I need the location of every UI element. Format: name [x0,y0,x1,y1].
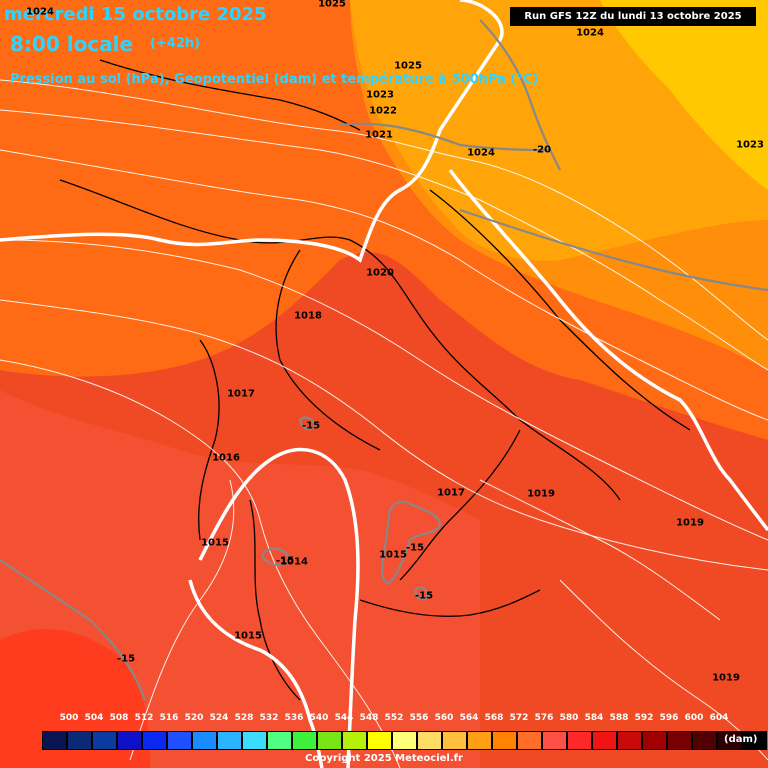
legend-tick: 572 [509,713,529,723]
legend-tick: 564 [459,713,479,723]
legend-swatch [217,731,242,750]
legend-unit: (dam) [724,734,758,745]
isobar-label: 1019 [676,517,704,529]
legend-tick: 596 [659,713,679,723]
isotherm-label: -15 [414,590,434,602]
legend-swatch [92,731,117,750]
isotherms [0,19,768,701]
legend-swatch [292,731,317,750]
isobar-label: 1014 [280,556,308,568]
legend-swatch [542,731,567,750]
legend-tick: 556 [409,713,429,723]
legend-swatch [267,731,292,750]
legend-swatch [667,731,692,750]
legend-tick: 568 [484,713,504,723]
isotherm-label: -15 [301,420,321,432]
legend-tick: 536 [284,713,304,723]
isobar-label: 1016 [212,452,240,464]
isobar-label: 1018 [294,310,322,322]
legend-tick: 528 [234,713,254,723]
color-legend: 500 504 508 512 516 520 524 528 532 536 540 544 548 5… [42,713,767,751]
legend-swatch [417,731,442,750]
legend-swatch [167,731,192,750]
legend-tick: 512 [134,713,154,723]
isobar-label: 1024 [26,6,54,18]
legend-swatch [367,731,392,750]
isobar-label: 1025 [318,0,346,10]
legend-swatch [242,731,267,750]
legend-tick: 580 [559,713,579,723]
legend-swatch [142,731,167,750]
legend-swatch [692,731,717,750]
isotherm-label: -15 [275,555,295,567]
legend-swatch [642,731,667,750]
legend-swatch [492,731,517,750]
isobar-label: 1019 [712,672,740,684]
legend-swatch [192,731,217,750]
isobar-label: 1020 [366,267,394,279]
legend-tick: 516 [159,713,179,723]
legend-tick: 548 [359,713,379,723]
isobar-label: 1021 [365,129,393,141]
legend-tick: 532 [259,713,279,723]
band-588 [600,0,768,190]
legend-tick: 584 [584,713,604,723]
isobar-label: 1015 [201,537,229,549]
coastlines [59,59,691,701]
isobar-label: 1019 [527,488,555,500]
isobar-label: 1025 [394,60,422,72]
forecast-local-time: 8:00 locale [10,32,134,56]
legend-swatch [317,731,342,750]
legend-tick: 520 [184,713,204,723]
isobar-label: 1023 [366,89,394,101]
copyright-notice: Copyright 2025 Meteociel.fr [305,753,463,764]
run-info-badge: Run GFS 12Z du lundi 13 octobre 2025 [510,7,756,26]
isobar-label: 1017 [437,487,465,499]
legend-swatch [342,731,367,750]
legend-tick: 524 [209,713,229,723]
legend-tick: 540 [309,713,329,723]
legend-swatch [617,731,642,750]
legend-tick: 604 [709,713,729,723]
legend-swatch [517,731,542,750]
legend-swatch [592,731,617,750]
forecast-date: mercredi 15 octobre 2025 [4,4,267,25]
isotherm-label: -15 [405,542,425,554]
legend-swatch [392,731,417,750]
legend-tick: 560 [434,713,454,723]
isotherm-label: -15 [116,653,136,665]
isobar-label: 1015 [234,630,262,642]
legend-swatch [567,731,592,750]
legend-tick: 552 [384,713,404,723]
forecast-offset: (+42h) [150,36,201,51]
isotherm-label: -20 [532,144,552,156]
legend-tick: 544 [334,713,354,723]
legend-swatch [67,731,92,750]
isobar-label: 1022 [369,105,397,117]
isobar-label: 1024 [467,147,495,159]
isobars [0,79,768,768]
legend-swatch [717,731,742,750]
isobar-label: 1023 [736,139,764,151]
legend-tick: 600 [684,713,704,723]
isobar-label: 1015 [379,549,407,561]
legend-tick: 592 [634,713,654,723]
legend-swatch [742,731,767,750]
legend-tick: 576 [534,713,554,723]
legend-swatch [42,731,67,750]
legend-swatch [117,731,142,750]
legend-tick: 588 [609,713,629,723]
legend-tick: 508 [109,713,129,723]
legend-tick: 504 [84,713,104,723]
isobar-label: 1017 [227,388,255,400]
map-subtitle: Pression au sol (hPa), Geopotentiel (dam… [10,72,539,87]
legend-swatch [467,731,492,750]
legend-tick: 500 [59,713,79,723]
legend-swatch [442,731,467,750]
isobar-label: 1024 [576,27,604,39]
